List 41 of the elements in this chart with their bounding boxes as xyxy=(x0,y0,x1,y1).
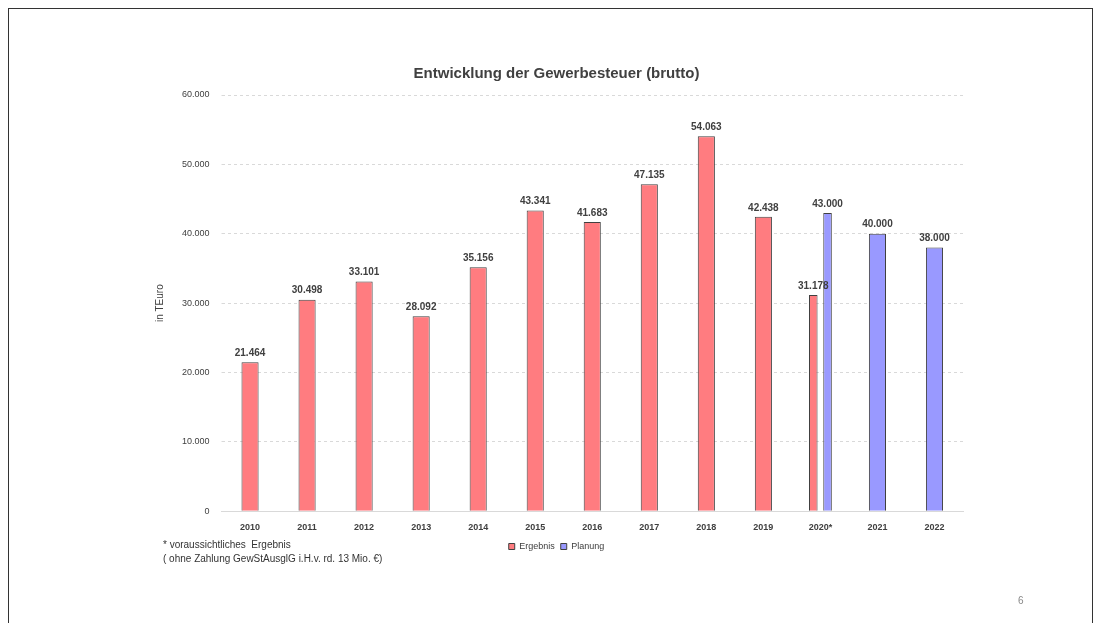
data-label: 47.135 xyxy=(634,168,666,180)
data-label: 38.000 xyxy=(919,232,951,244)
x-tick-label: 2020* xyxy=(808,522,833,533)
y-tick-label: 50.000 xyxy=(182,158,210,169)
x-tick-label: 2013 xyxy=(411,522,432,533)
data-label: 42.438 xyxy=(748,201,780,213)
x-tick-label: 2010 xyxy=(240,522,261,533)
x-tick-label: 2019 xyxy=(753,522,774,533)
y-tick-label: 10.000 xyxy=(182,436,210,447)
y-tick-label: 60.000 xyxy=(182,89,210,100)
legend-label: Planung xyxy=(571,540,605,551)
x-tick-label: 2015 xyxy=(525,522,546,533)
x-tick-label: 2021 xyxy=(867,522,888,533)
data-label: 30.498 xyxy=(291,284,323,296)
data-label: 40.000 xyxy=(862,218,894,230)
x-tick-label: 2011 xyxy=(297,522,317,533)
x-tick-label: 2016 xyxy=(582,522,603,533)
data-label: 31.178 xyxy=(797,279,830,291)
x-tick-label: 2018 xyxy=(696,522,717,533)
y-tick-label: 40.000 xyxy=(182,228,210,239)
y-tick-label: 20.000 xyxy=(182,366,210,377)
text: * voraussichtliches Ergebnis xyxy=(163,538,291,550)
text: ( ohne Zahlung GewStAusglG i.H.v. rd. 13 Mio. €) xyxy=(163,552,383,564)
data-label: 54.063 xyxy=(691,120,723,132)
data-label: 41.683 xyxy=(576,206,608,218)
data-label: 21.464 xyxy=(234,347,266,359)
data-label: 35.156 xyxy=(462,252,494,264)
y-axis-title: in TEuro xyxy=(153,283,165,322)
x-tick-label: 2014 xyxy=(468,522,489,533)
data-label: 43.000 xyxy=(812,197,844,209)
x-tick-label: 2017 xyxy=(639,522,660,533)
data-label: 33.101 xyxy=(348,266,380,278)
legend-label: Ergebnis xyxy=(519,540,556,551)
y-tick-label: 30.000 xyxy=(182,297,210,308)
data-label: 28.092 xyxy=(405,301,437,313)
data-label: 43.341 xyxy=(519,195,551,207)
chart-title: Entwicklung der Gewerbesteuer (brutto) xyxy=(413,64,700,82)
y-tick-label: 0 xyxy=(204,505,210,516)
x-tick-label: 2022 xyxy=(924,522,945,533)
x-tick-label: 2012 xyxy=(354,522,375,533)
text: 6 xyxy=(1018,594,1024,606)
